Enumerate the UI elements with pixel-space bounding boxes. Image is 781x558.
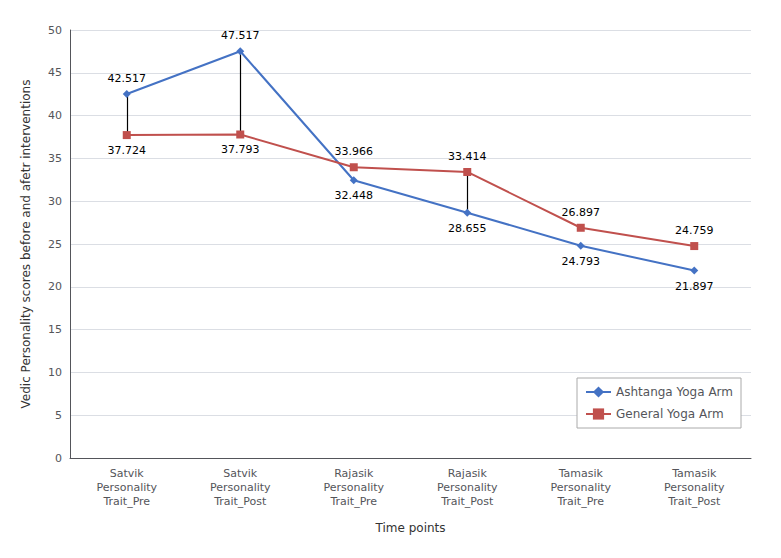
svg-text:Satvik: Satvik bbox=[223, 467, 258, 480]
svg-text:40: 40 bbox=[48, 109, 62, 122]
svg-text:Rajasik: Rajasik bbox=[448, 467, 488, 480]
svg-text:Personality: Personality bbox=[664, 481, 725, 494]
svg-text:Time points: Time points bbox=[374, 521, 445, 535]
svg-text:24.793: 24.793 bbox=[562, 255, 601, 268]
svg-text:35: 35 bbox=[48, 152, 62, 165]
svg-text:Personality: Personality bbox=[96, 481, 157, 494]
svg-text:General Yoga Arm: General Yoga Arm bbox=[616, 407, 724, 421]
svg-text:5: 5 bbox=[55, 409, 62, 422]
svg-text:Tamasik: Tamasik bbox=[558, 467, 604, 480]
svg-text:25: 25 bbox=[48, 238, 62, 251]
svg-text:Trait_Post: Trait_Post bbox=[440, 495, 494, 508]
svg-text:Personality: Personality bbox=[437, 481, 498, 494]
svg-text:50: 50 bbox=[48, 24, 62, 37]
svg-text:24.759: 24.759 bbox=[675, 224, 714, 237]
svg-text:42.517: 42.517 bbox=[108, 72, 147, 85]
svg-text:45: 45 bbox=[48, 66, 62, 79]
svg-text:30: 30 bbox=[48, 195, 62, 208]
svg-text:33.414: 33.414 bbox=[448, 150, 487, 163]
svg-text:Personality: Personality bbox=[210, 481, 271, 494]
svg-text:Trait_Pre: Trait_Pre bbox=[556, 495, 604, 508]
svg-text:10: 10 bbox=[48, 366, 62, 379]
svg-text:32.448: 32.448 bbox=[335, 189, 374, 202]
svg-text:Satvik: Satvik bbox=[110, 467, 145, 480]
svg-text:Rajasik: Rajasik bbox=[334, 467, 374, 480]
svg-text:Vedic Personality scores befor: Vedic Personality scores before and afet… bbox=[19, 80, 33, 409]
svg-text:37.793: 37.793 bbox=[221, 143, 260, 156]
svg-text:Trait_Post: Trait_Post bbox=[667, 495, 721, 508]
svg-text:28.655: 28.655 bbox=[448, 222, 487, 235]
svg-text:Tamasik: Tamasik bbox=[671, 467, 717, 480]
svg-text:26.897: 26.897 bbox=[562, 206, 601, 219]
svg-text:Personality: Personality bbox=[550, 481, 611, 494]
svg-text:Ashtanga Yoga Arm: Ashtanga Yoga Arm bbox=[616, 385, 733, 399]
svg-text:Personality: Personality bbox=[323, 481, 384, 494]
svg-text:20: 20 bbox=[48, 280, 62, 293]
svg-text:47.517: 47.517 bbox=[221, 29, 260, 42]
svg-text:Trait_Pre: Trait_Pre bbox=[329, 495, 377, 508]
svg-text:0: 0 bbox=[55, 452, 62, 465]
svg-text:15: 15 bbox=[48, 323, 62, 336]
svg-text:21.897: 21.897 bbox=[675, 280, 714, 293]
svg-text:37.724: 37.724 bbox=[108, 144, 147, 157]
svg-text:33.966: 33.966 bbox=[335, 145, 374, 158]
svg-text:Trait_Post: Trait_Post bbox=[213, 495, 267, 508]
svg-text:Trait_Pre: Trait_Pre bbox=[102, 495, 150, 508]
